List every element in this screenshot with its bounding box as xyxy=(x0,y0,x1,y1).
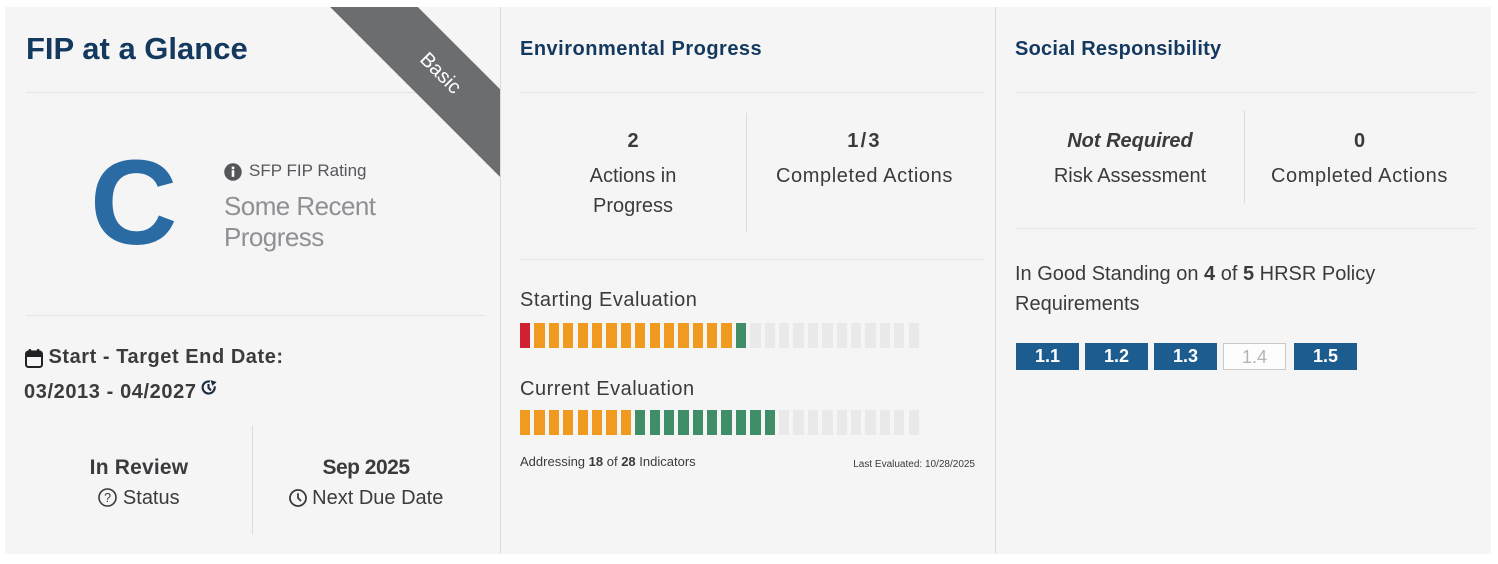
svg-text:?: ? xyxy=(104,491,111,505)
